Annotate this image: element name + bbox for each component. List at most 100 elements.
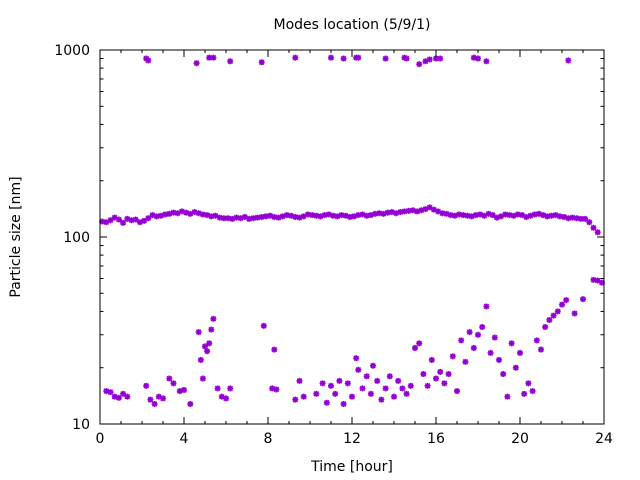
data-point: [292, 213, 299, 220]
data-point: [225, 215, 232, 222]
data-point: [403, 390, 410, 397]
data-point: [202, 343, 208, 350]
data-point: [208, 213, 215, 220]
data-point: [397, 209, 404, 216]
data-point: [204, 212, 211, 219]
data-point: [384, 209, 391, 216]
data-point: [395, 377, 402, 384]
data-point: [447, 212, 454, 219]
data-point: [227, 58, 234, 65]
data-point: [372, 210, 379, 217]
data-point: [367, 390, 374, 397]
data-point: [206, 54, 213, 61]
data-point: [418, 207, 425, 214]
data-point: [548, 212, 555, 219]
data-point: [193, 60, 200, 67]
data-point: [145, 57, 152, 64]
data-point: [561, 213, 568, 220]
data-point: [472, 212, 479, 219]
data-point: [296, 214, 303, 221]
data-point: [208, 326, 215, 333]
data-point: [563, 297, 570, 304]
data-point: [412, 344, 418, 351]
data-point: [416, 61, 423, 68]
data-point: [170, 209, 177, 216]
data-point: [393, 210, 400, 217]
data-point: [401, 54, 408, 61]
data-point: [559, 301, 565, 308]
data-point: [586, 219, 593, 226]
data-point: [124, 393, 131, 400]
data-point: [403, 55, 410, 62]
data-point: [120, 219, 127, 226]
data-point: [162, 211, 169, 218]
data-point: [283, 212, 290, 219]
data-point: [529, 388, 536, 395]
data-point: [153, 213, 160, 220]
data-point: [460, 212, 467, 219]
data-point: [353, 355, 360, 362]
data-point: [577, 215, 584, 222]
data-point: [582, 215, 589, 222]
x-axis-ticks: 0 4 8 12 16 20 24: [96, 50, 613, 447]
y-tick-label: 1000: [54, 43, 90, 59]
data-point: [433, 55, 439, 62]
data-point: [132, 216, 139, 223]
data-point: [149, 212, 156, 219]
data-point: [540, 212, 547, 219]
data-point: [229, 215, 236, 222]
data-point: [328, 54, 334, 61]
data-point: [565, 57, 572, 64]
data-point: [433, 375, 439, 382]
data-point: [552, 212, 559, 219]
data-point: [449, 353, 456, 360]
y-tick-label: 100: [63, 230, 90, 246]
data-point: [115, 216, 122, 223]
data-point: [580, 296, 586, 303]
x-tick-label: 4: [180, 431, 189, 447]
data-point: [275, 214, 282, 221]
data-point: [336, 377, 343, 384]
data-point: [544, 213, 551, 220]
data-point: [424, 382, 431, 389]
data-point: [174, 210, 181, 217]
data-point: [477, 211, 484, 218]
data-point: [170, 380, 177, 387]
data-point: [487, 349, 494, 356]
data-point: [206, 340, 213, 347]
data-point: [330, 212, 337, 219]
data-point: [550, 312, 557, 319]
data-point: [181, 386, 187, 393]
data-point: [590, 276, 597, 283]
data-point: [319, 380, 326, 387]
data-point: [525, 380, 532, 387]
data-point: [334, 213, 341, 220]
data-point: [292, 54, 299, 61]
data-point: [187, 400, 194, 407]
data-point: [527, 212, 534, 219]
data-point: [191, 209, 198, 216]
data-point: [216, 214, 223, 221]
data-point: [359, 211, 366, 218]
x-tick-label: 12: [343, 431, 361, 447]
data-point: [445, 371, 452, 378]
x-tick-label: 24: [595, 431, 613, 447]
data-point: [386, 373, 393, 380]
chart-title: Modes location (5/9/1): [274, 17, 431, 33]
data-point: [304, 211, 311, 218]
data-point: [300, 393, 307, 400]
data-point: [111, 214, 118, 221]
data-point: [195, 329, 202, 336]
data-point: [355, 366, 362, 373]
data-point: [346, 213, 353, 220]
data-point: [99, 218, 106, 225]
y-axis-label: Particle size [nm]: [8, 176, 24, 297]
data-point: [512, 364, 519, 371]
data-point: [309, 212, 316, 219]
data-point: [376, 210, 383, 217]
x-tick-label: 0: [96, 431, 105, 447]
data-point: [399, 385, 406, 392]
data-point: [521, 390, 528, 397]
data-point: [456, 211, 463, 218]
